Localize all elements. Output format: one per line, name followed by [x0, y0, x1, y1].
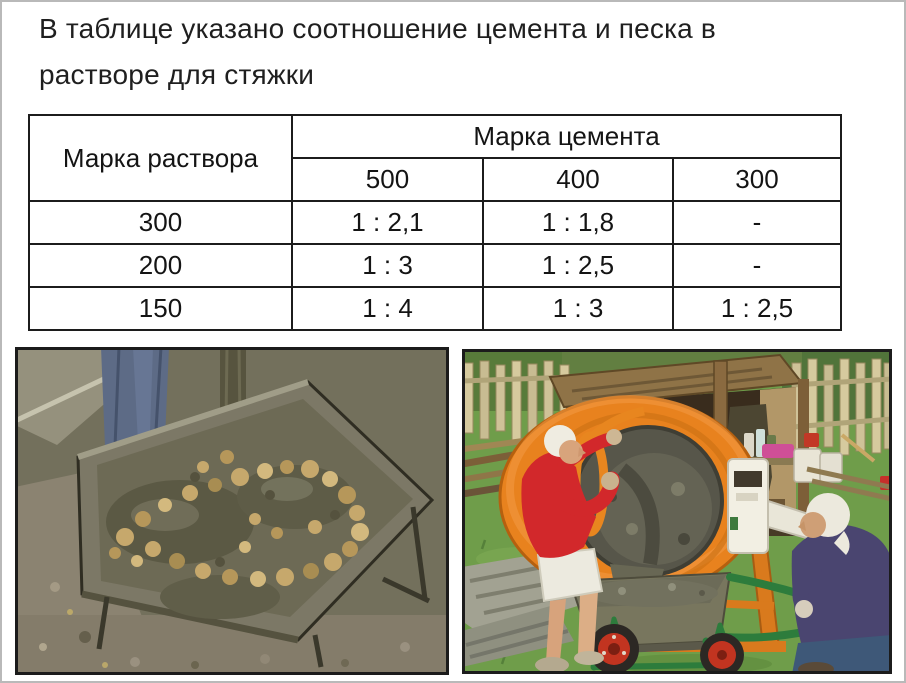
- grade-header-cell: 400: [482, 157, 674, 202]
- concrete-mixer-illustration: [462, 349, 892, 674]
- table-row: Марка раствора Марка цемента: [28, 114, 842, 202]
- ratio-cell: 1 : 3: [291, 243, 484, 288]
- ratio-cell: 1 : 2,1: [291, 200, 484, 245]
- glove: [606, 429, 622, 445]
- grade-header-cell: 300: [672, 157, 842, 202]
- photo-border: [462, 349, 892, 674]
- sneaker: [574, 651, 604, 665]
- bench-and-containers: [740, 429, 892, 502]
- ratio-cell: 1 : 2,5: [482, 243, 674, 288]
- ratio-cell: 1 : 2,5: [672, 286, 842, 331]
- ratio-cell: 1 : 3: [482, 286, 674, 331]
- ratio-cell: -: [672, 200, 842, 245]
- photo-border: [15, 347, 449, 675]
- pink-basin: [762, 444, 794, 458]
- mortar-grade-cell: 200: [28, 243, 293, 288]
- table-row: 150 1 : 4 1 : 3 1 : 2,5: [28, 286, 842, 331]
- glove: [601, 472, 619, 490]
- ratio-cell: 1 : 4: [291, 286, 484, 331]
- title-line-2: растворе для стяжки: [39, 59, 315, 90]
- mortar-trough-illustration: [15, 347, 449, 675]
- jerrycan: [793, 448, 822, 483]
- mortar-grade-cell: 300: [28, 200, 293, 245]
- page-title: В таблице указано соотношение цемента и …: [39, 6, 879, 98]
- corner-header-cell: Марка раствора: [28, 114, 293, 202]
- table-row: 200 1 : 3 1 : 2,5 -: [28, 243, 842, 288]
- photo-concrete-mixer: [462, 349, 892, 674]
- wheelbarrow-wheel: [700, 633, 744, 674]
- face: [559, 440, 583, 464]
- glove: [795, 600, 813, 618]
- group-header-cell: Марка цемента: [291, 114, 842, 159]
- ratio-cell: -: [672, 243, 842, 288]
- worker-red-shirt: [521, 425, 622, 673]
- ratio-table: Марка раствора Марка цемента 500 400 300…: [28, 114, 842, 331]
- red-canister: [804, 433, 819, 447]
- sand-clumps: [109, 450, 369, 587]
- wheelbarrow-wheel: [589, 624, 639, 674]
- mixer-motor: [727, 458, 769, 554]
- grade-header-cell: 500: [291, 157, 484, 202]
- table-row: 500 400 300: [29, 157, 842, 202]
- sneaker: [535, 657, 569, 673]
- ratio-cell: 1 : 1,8: [482, 200, 674, 245]
- wet-concrete-in-drum: [596, 453, 712, 566]
- face: [800, 512, 826, 538]
- trough-legs: [96, 506, 431, 668]
- photo-mortar-trough: [15, 347, 449, 675]
- worker-headscarf: [791, 493, 892, 674]
- mortar-grade-cell: 150: [28, 286, 293, 331]
- navy-sweater: [791, 525, 892, 647]
- table-row: 300 1 : 2,1 1 : 1,8 -: [28, 200, 842, 245]
- title-line-1: В таблице указано соотношение цемента и …: [39, 13, 716, 44]
